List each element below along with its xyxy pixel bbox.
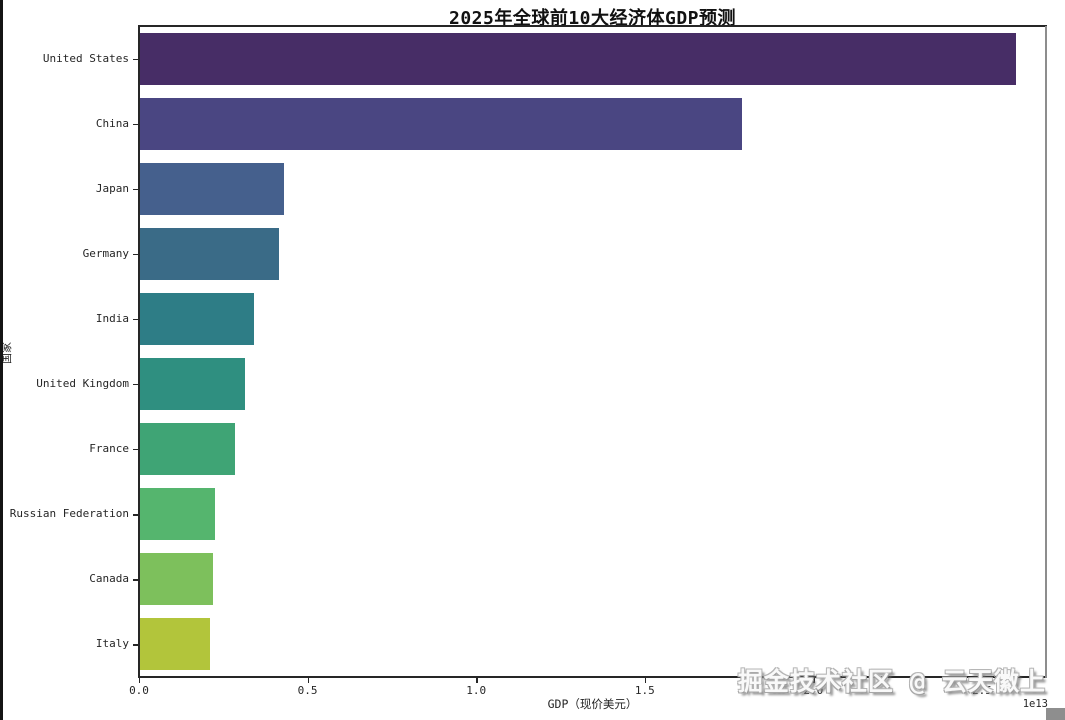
y-tick-label: Germany (82, 246, 129, 260)
x-axis-title: GDP（现价美元） (547, 697, 638, 711)
bar (140, 162, 284, 215)
y-tick-label: France (89, 442, 129, 456)
axis-spine-right (1045, 26, 1047, 678)
axis-offset-text: 1e13 (1022, 698, 1048, 710)
left-edge-strip (0, 0, 3, 720)
y-tick-mark (133, 188, 138, 191)
y-tick-label: Italy (95, 637, 129, 651)
y-tick-mark (133, 318, 138, 321)
axis-spine-top (138, 25, 1047, 27)
axis-spine-left (138, 26, 140, 678)
y-tick-mark (133, 123, 138, 125)
bar (140, 97, 742, 150)
y-tick-mark (133, 579, 138, 581)
y-tick-mark (133, 253, 138, 256)
bar (140, 618, 211, 671)
x-tick-mark (813, 678, 815, 683)
x-tick-mark (644, 678, 647, 683)
x-tick-label: 0.0 (129, 684, 149, 697)
x-tick-label: 2.5 (971, 684, 992, 697)
y-tick-mark (133, 384, 138, 386)
x-tick-label: 1.0 (466, 684, 487, 697)
y-tick-mark (133, 449, 138, 451)
y-tick-label: United Kingdom (36, 377, 129, 390)
y-tick-mark (133, 514, 138, 516)
x-tick-label: 1.5 (634, 684, 655, 697)
bar (140, 227, 279, 280)
y-tick-mark (133, 644, 138, 646)
bar (140, 32, 1016, 85)
y-tick-label: Canada (89, 572, 129, 586)
y-tick-label: China (95, 116, 129, 130)
bar (140, 292, 254, 345)
x-tick-mark (307, 678, 309, 683)
y-tick-mark (133, 58, 138, 60)
x-tick-label: 0.5 (297, 684, 318, 697)
bar (140, 488, 215, 541)
x-tick-mark (476, 678, 478, 683)
bar (140, 358, 245, 411)
bottom-right-corner-block (1046, 708, 1065, 720)
bar (140, 553, 213, 606)
y-tick-label: Russian Federation (9, 507, 129, 521)
y-tick-label: United States (42, 51, 129, 65)
x-tick-mark (139, 678, 141, 683)
bar (140, 423, 236, 476)
axis-spine-bottom (138, 676, 1047, 678)
chart-title: 2025年全球前10大经济体GDP预测 (448, 8, 737, 29)
watermark-text: 掘金技术社区 @ 云天徽上 (737, 667, 1046, 696)
x-tick-mark (981, 678, 984, 683)
y-tick-label: Japan (95, 181, 129, 195)
x-tick-label: 2.0 (803, 684, 824, 697)
y-tick-label: India (95, 311, 129, 325)
